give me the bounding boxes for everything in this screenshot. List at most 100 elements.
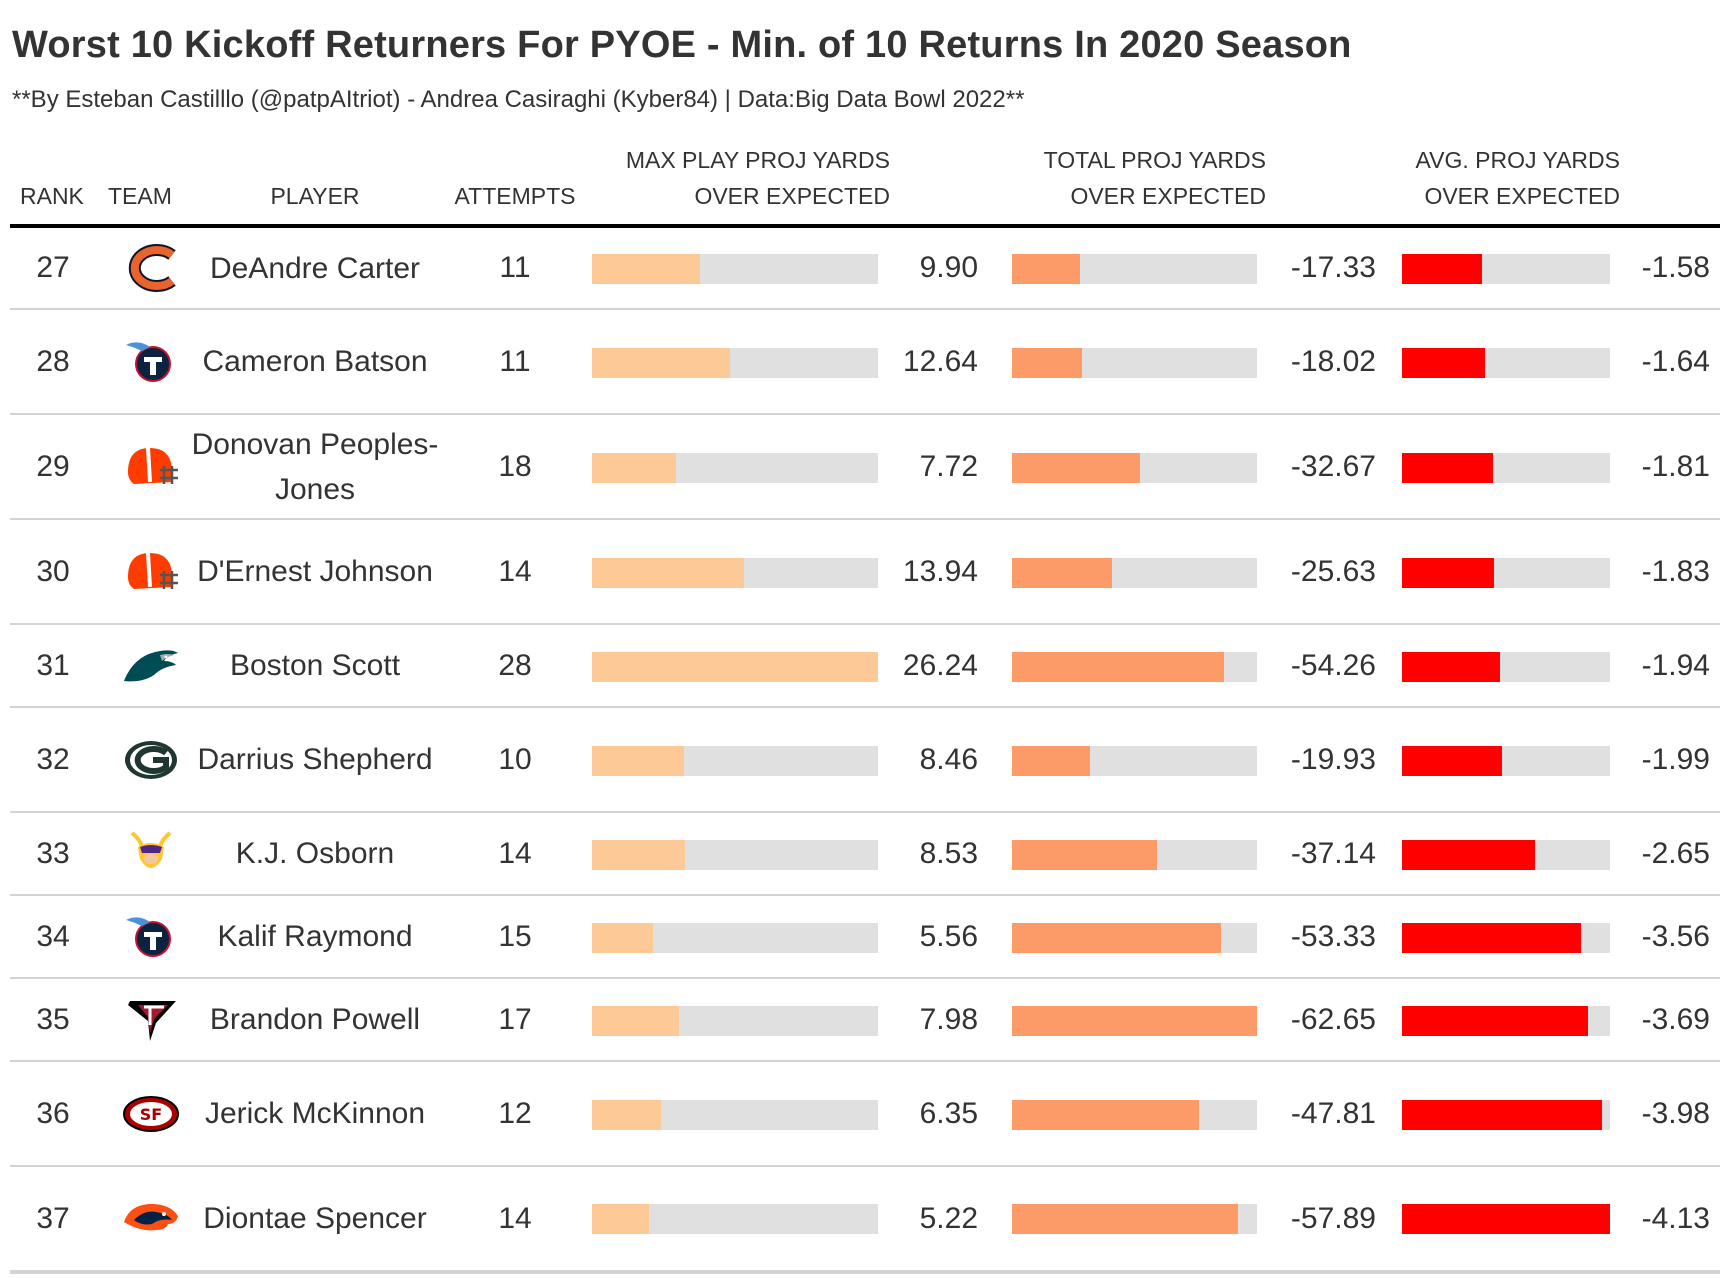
- header-attempts: ATTEMPTS: [454, 183, 576, 209]
- max_play-bar-track: [592, 347, 878, 378]
- avg-value: -3.56: [1641, 919, 1710, 953]
- max_play-bar-track: [592, 1099, 878, 1130]
- rank-cell: 29: [36, 449, 70, 483]
- avg-bar-track: [1402, 1203, 1610, 1234]
- attempts-cell: 28: [498, 648, 532, 682]
- avg-bar: [1402, 922, 1582, 953]
- total-bar-track: [1012, 1005, 1257, 1036]
- table-row: 34 Kalif Raymond 15 5.56 -53.33 -3.56: [10, 896, 1720, 979]
- attempts-cell: 15: [498, 919, 532, 953]
- rank-cell: 28: [36, 344, 70, 378]
- player-name: Kalif Raymond: [217, 920, 413, 953]
- player-name: Diontae Spencer: [203, 1202, 427, 1235]
- max_play-bar-track: [592, 452, 878, 483]
- total-bar: [1012, 1203, 1239, 1234]
- attempts-cell: 10: [498, 742, 532, 776]
- eagles-logo: [106, 625, 196, 706]
- max_play-bar: [592, 651, 878, 682]
- avg-bar-track: [1402, 651, 1610, 682]
- avg-bar: [1402, 745, 1503, 776]
- total-bar-track: [1012, 254, 1257, 284]
- rank-cell: 33: [36, 836, 70, 870]
- attempts-cell: 18: [498, 449, 532, 483]
- falcons-logo: [106, 979, 196, 1060]
- avg-bar: [1402, 254, 1482, 284]
- total-bar: [1012, 452, 1140, 483]
- total-bar-track: [1012, 745, 1257, 776]
- total-value: -19.93: [1290, 742, 1376, 776]
- max_play-bar: [592, 1099, 662, 1130]
- header-team: TEAM: [108, 183, 172, 209]
- player-name: Cameron Batson: [202, 345, 428, 378]
- max_play-value: 26.24: [902, 648, 978, 682]
- total-bar-track: [1012, 557, 1257, 588]
- total-bar: [1012, 745, 1090, 776]
- attempts-cell: 14: [498, 554, 532, 588]
- rank-cell: 27: [36, 251, 70, 284]
- header-max-line2: OVER EXPECTED: [694, 183, 890, 209]
- avg-value: -4.13: [1641, 1201, 1710, 1235]
- header-player: PLAYER: [270, 183, 360, 209]
- total-bar-track: [1012, 839, 1257, 870]
- rank-cell: 34: [36, 919, 70, 953]
- player-name: K.J. Osborn: [235, 837, 395, 870]
- max_play-bar-track: [592, 651, 878, 682]
- max_play-value: 12.64: [902, 344, 978, 378]
- attempts-cell: 14: [498, 1201, 532, 1235]
- chart-title: Worst 10 Kickoff Returners For PYOE - Mi…: [12, 24, 1352, 66]
- max_play-value: 13.94: [902, 554, 978, 588]
- max_play-value: 7.72: [919, 449, 978, 483]
- header-avg-line2: OVER EXPECTED: [1424, 183, 1620, 209]
- total-value: -57.89: [1290, 1201, 1376, 1235]
- total-value: -32.67: [1290, 449, 1376, 483]
- avg-value: -1.94: [1641, 648, 1710, 682]
- total-value: -47.81: [1290, 1096, 1376, 1130]
- avg-bar: [1402, 557, 1495, 588]
- chart-subtitle: **By Esteban Castilllo (@patpAItriot) - …: [12, 86, 1025, 113]
- header-total-line1: TOTAL PROJ YARDS: [1043, 147, 1266, 173]
- avg-value: -2.65: [1641, 836, 1710, 870]
- svg-text:SF: SF: [140, 1105, 162, 1124]
- max_play-bar: [592, 347, 730, 378]
- attempts-cell: 12: [498, 1096, 532, 1130]
- total-value: -25.63: [1290, 554, 1376, 588]
- total-value: -17.33: [1290, 251, 1376, 284]
- total-bar-track: [1012, 347, 1257, 378]
- total-bar-track: [1012, 452, 1257, 483]
- rank-cell: 32: [36, 742, 70, 776]
- avg-value: -3.69: [1641, 1002, 1710, 1036]
- rank-cell: 36: [36, 1096, 70, 1130]
- attempts-cell: 11: [499, 251, 531, 284]
- browns-logo: [106, 415, 196, 518]
- attempts-cell: 17: [498, 1002, 532, 1036]
- rank-cell: 35: [36, 1002, 70, 1036]
- vikings-logo: [106, 813, 196, 894]
- player-name: Jerick McKinnon: [204, 1097, 426, 1130]
- broncos-logo: [106, 1167, 196, 1270]
- total-bar-track: [1012, 1099, 1257, 1130]
- avg-bar: [1402, 452, 1494, 483]
- max_play-bar: [592, 452, 677, 483]
- header-rule: [10, 224, 1720, 228]
- table-row: 31 Boston Scott 28 26.24 -54.26 -1.94: [10, 625, 1720, 708]
- max_play-value: 5.56: [919, 919, 978, 953]
- total-bar: [1012, 1005, 1257, 1036]
- total-value: -54.26: [1290, 648, 1376, 682]
- max_play-bar-track: [592, 557, 878, 588]
- max_play-value: 8.53: [919, 836, 978, 870]
- browns-logo: [106, 520, 196, 623]
- total-value: -37.14: [1290, 836, 1376, 870]
- max_play-bar: [592, 1203, 649, 1234]
- max_play-bar-track: [592, 1005, 878, 1036]
- avg-bar-track: [1402, 557, 1610, 588]
- total-bar: [1012, 839, 1158, 870]
- max_play-bar: [592, 745, 685, 776]
- max_play-value: 5.22: [919, 1201, 978, 1235]
- max_play-value: 7.98: [919, 1002, 978, 1036]
- avg-bar-track: [1402, 745, 1610, 776]
- attempts-cell: 14: [498, 836, 532, 870]
- avg-value: -1.81: [1641, 449, 1710, 483]
- max_play-bar-track: [592, 922, 878, 953]
- avg-bar-track: [1402, 254, 1610, 284]
- avg-bar-track: [1402, 1005, 1610, 1036]
